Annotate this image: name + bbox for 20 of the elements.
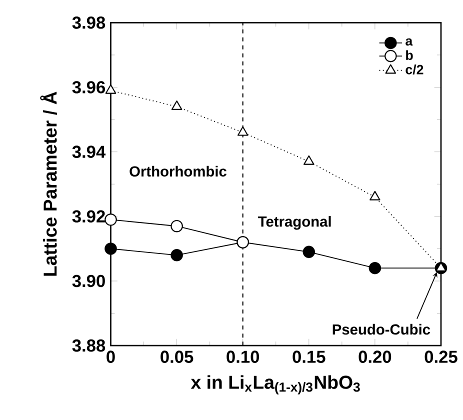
legend-label: b [406,50,413,60]
y-tick-label: 3.90 [72,274,105,287]
x-tick-label: 0.20 [358,350,392,363]
y-tick-label: 3.92 [72,210,105,222]
x-tick-label: 0.10 [226,350,260,363]
annotation: Orthorhombic [130,166,226,176]
legend-label: a [406,38,413,46]
y-axis-title: Lattice Parameter / Å [40,92,57,276]
x-tick-label: 0.15 [292,350,326,363]
y-tick-label: 3.98 [72,16,106,29]
y-tick-label: 3.96 [72,80,106,94]
annotation: Tetragonal [258,216,331,230]
x-tick-label: 0 [106,350,115,363]
x-axis-title: x in Li$_{x}$La$_{(1-x)/3}$NbO$_{3}$ [190,375,360,394]
annotation: Pseudo-Cubic [332,324,430,335]
legend-label: c/2 [406,64,424,74]
y-tick-label: 3.88 [72,339,106,352]
x-tick-label: 0.05 [160,350,194,363]
y-tick-label: 3.94 [72,146,106,158]
x-tick-label: 0.25 [424,350,458,363]
